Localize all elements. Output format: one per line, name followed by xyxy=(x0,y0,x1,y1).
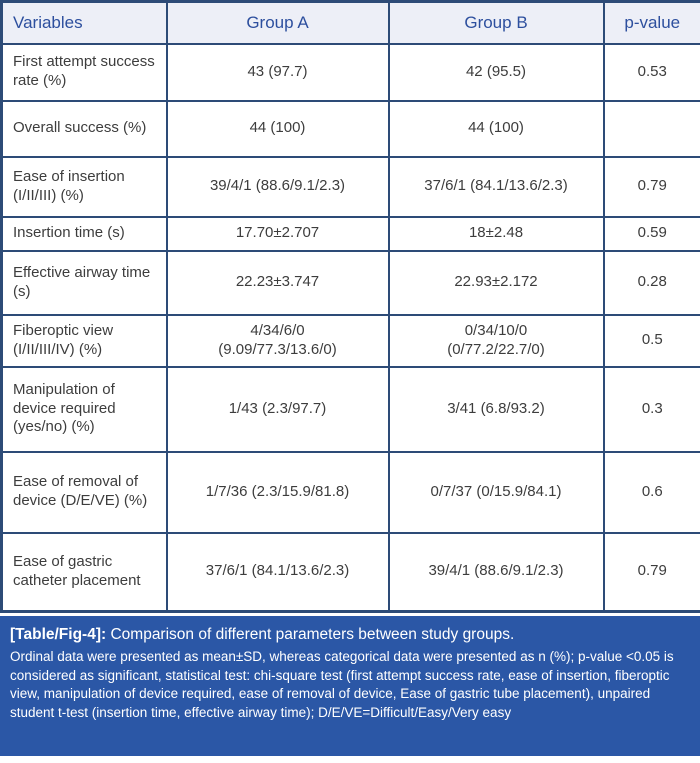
p-value-cell: 0.28 xyxy=(602,249,700,316)
caption-note: Ordinal data were presented as mean±SD, … xyxy=(10,648,674,721)
table-row: Effective airway time (s) 22.23±3.747 22… xyxy=(0,249,700,316)
variable-cell: Effective airway time (s) xyxy=(0,249,168,316)
group-a-cell: 22.23±3.747 xyxy=(165,249,390,316)
group-b-cell: 42 (95.5) xyxy=(387,42,605,102)
caption-title-line: [Table/Fig-4]: Comparison of different p… xyxy=(10,624,690,646)
column-header-group-b: Group B xyxy=(387,0,605,45)
table-row: Insertion time (s) 17.70±2.707 18±2.48 0… xyxy=(0,215,700,252)
p-value-cell: 0.6 xyxy=(602,450,700,534)
group-a-cell: 44 (100) xyxy=(165,99,390,158)
group-a-cell: 39/4/1 (88.6/9.1/2.3) xyxy=(165,155,390,218)
variable-cell: Manipulation of device required (yes/no)… xyxy=(0,365,168,453)
p-value-cell: 0.79 xyxy=(602,155,700,218)
group-a-cell: 1/7/36 (2.3/15.9/81.8) xyxy=(165,450,390,534)
group-a-cell: 37/6/1 (84.1/13.6/2.3) xyxy=(165,531,390,613)
table-row: Ease of insertion (I/II/III) (%) 39/4/1 … xyxy=(0,155,700,218)
group-b-cell: 39/4/1 (88.6/9.1/2.3) xyxy=(387,531,605,613)
table-row: Ease of gastric catheter placement 37/6/… xyxy=(0,531,700,613)
caption-label: [Table/Fig-4]: xyxy=(10,626,107,643)
group-b-cell: 0/7/37 (0/15.9/84.1) xyxy=(387,450,605,534)
group-b-cell: 0/34/10/0 (0/77.2/22.7/0) xyxy=(387,313,605,368)
variable-cell: Insertion time (s) xyxy=(0,215,168,252)
caption-title: Comparison of different parameters betwe… xyxy=(110,626,515,643)
p-value-cell: 0.79 xyxy=(602,531,700,613)
comparison-table: Variables Group A Group B p-value First … xyxy=(0,0,700,613)
column-header-group-a: Group A xyxy=(165,0,390,45)
group-b-cell: 22.93±2.172 xyxy=(387,249,605,316)
table-row: Fiberoptic view (I/II/III/IV) (%) 4/34/6… xyxy=(0,313,700,368)
table-row: Ease of removal of device (D/E/VE) (%) 1… xyxy=(0,450,700,534)
p-value-cell: 0.53 xyxy=(602,42,700,102)
table-row: First attempt success rate (%) 43 (97.7)… xyxy=(0,42,700,102)
variable-cell: First attempt success rate (%) xyxy=(0,42,168,102)
group-b-cell: 18±2.48 xyxy=(387,215,605,252)
p-value-cell: 0.5 xyxy=(602,313,700,368)
variable-cell: Fiberoptic view (I/II/III/IV) (%) xyxy=(0,313,168,368)
table-row: Manipulation of device required (yes/no)… xyxy=(0,365,700,453)
group-b-cell: 3/41 (6.8/93.2) xyxy=(387,365,605,453)
variable-cell: Overall success (%) xyxy=(0,99,168,158)
table-row: Overall success (%) 44 (100) 44 (100) xyxy=(0,99,700,158)
group-b-cell: 37/6/1 (84.1/13.6/2.3) xyxy=(387,155,605,218)
column-header-variables: Variables xyxy=(0,0,168,45)
table-caption: [Table/Fig-4]: Comparison of different p… xyxy=(0,616,700,756)
group-a-cell: 17.70±2.707 xyxy=(165,215,390,252)
header-row: Variables Group A Group B p-value xyxy=(0,0,700,45)
column-header-p-value: p-value xyxy=(602,0,700,45)
group-a-cell: 1/43 (2.3/97.7) xyxy=(165,365,390,453)
p-value-cell xyxy=(602,99,700,158)
variable-cell: Ease of removal of device (D/E/VE) (%) xyxy=(0,450,168,534)
group-b-cell: 44 (100) xyxy=(387,99,605,158)
variable-cell: Ease of gastric catheter placement xyxy=(0,531,168,613)
group-a-cell: 4/34/6/0 (9.09/77.3/13.6/0) xyxy=(165,313,390,368)
p-value-cell: 0.59 xyxy=(602,215,700,252)
p-value-cell: 0.3 xyxy=(602,365,700,453)
group-a-cell: 43 (97.7) xyxy=(165,42,390,102)
variable-cell: Ease of insertion (I/II/III) (%) xyxy=(0,155,168,218)
